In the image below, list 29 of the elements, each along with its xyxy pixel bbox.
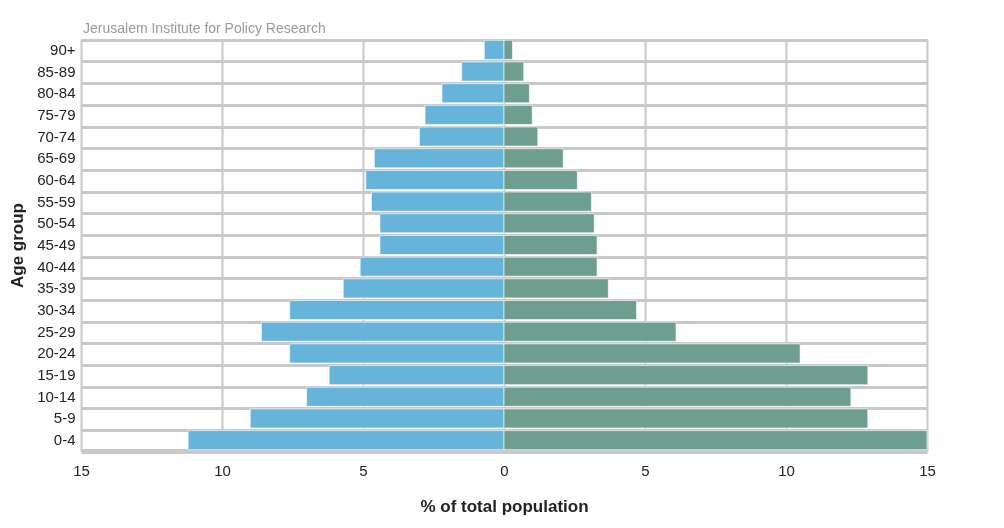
y-tick-label: 20-24	[37, 344, 76, 362]
y-tick-label: 50-54	[37, 214, 76, 232]
x-tick-label: 10	[214, 461, 231, 479]
x-axis-title: % of total population	[420, 496, 589, 516]
y-axis-title: Age group	[8, 203, 28, 288]
y-tick-label: 45-49	[37, 236, 76, 253]
y-tick-label: 30-34	[37, 301, 76, 319]
y-tick-label: 0-4	[53, 431, 76, 449]
x-tick-label: 15	[919, 461, 936, 479]
y-tick-label: 35-39	[37, 279, 76, 297]
y-tick-label: 25-29	[37, 322, 76, 340]
y-tick-label: 75-79	[37, 105, 76, 123]
y-tick-label: 60-64	[37, 170, 76, 188]
x-tick-label: 10	[778, 461, 795, 479]
x-tick-label: 5	[641, 461, 650, 479]
y-tick-label: 65-69	[37, 149, 76, 167]
x-tick-label: 15	[73, 461, 90, 479]
y-tick-label: 15-19	[37, 366, 76, 384]
y-tick-label: 90+	[50, 40, 76, 58]
y-tick-label: 5-9	[53, 409, 76, 427]
y-tick-label: 10-14	[37, 387, 76, 405]
x-tick-label: 5	[359, 461, 368, 479]
y-tick-label: 85-89	[37, 62, 76, 80]
x-tick-label: 0	[500, 461, 509, 479]
y-tick-label: 40-44	[37, 257, 76, 275]
y-tick-label: 80-84	[37, 84, 76, 102]
y-tick-label: 55-59	[37, 192, 76, 210]
text: Jerusalem Institute for Policy Research	[83, 20, 326, 36]
y-tick-label: 70-74	[37, 127, 76, 145]
